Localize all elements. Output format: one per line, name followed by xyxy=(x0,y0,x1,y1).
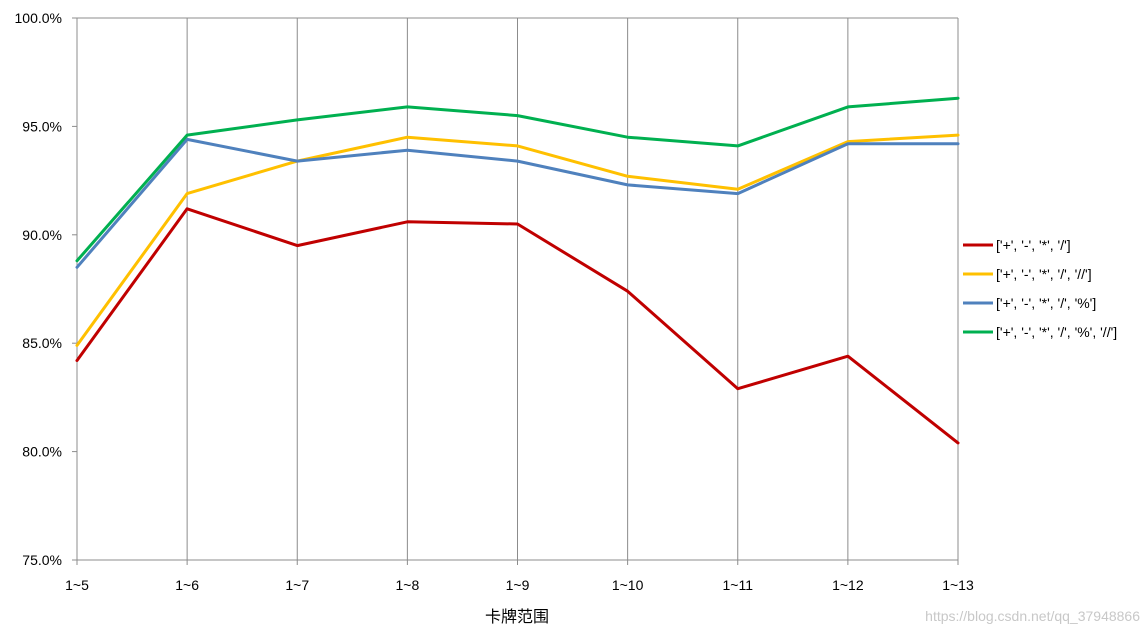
watermark-text: https://blog.csdn.net/qq_37948866 xyxy=(925,608,1140,624)
grid-lines xyxy=(186,18,959,560)
x-axis-title: 卡牌范围 xyxy=(485,608,549,626)
x-tick-label: 1~9 xyxy=(506,577,530,593)
y-tick-label: 85.0% xyxy=(22,335,62,351)
legend-item-3: ['+', '-', '*', '/', '%'] xyxy=(963,295,1096,311)
axes xyxy=(72,17,959,565)
legend-item-2: ['+', '-', '*', '/', '//'] xyxy=(963,266,1092,282)
series-line-1 xyxy=(75,207,960,445)
y-tick-label: 90.0% xyxy=(22,227,62,243)
x-tick-label: 1~13 xyxy=(942,577,974,593)
x-tick-label: 1~11 xyxy=(723,577,754,593)
y-tick-label: 95.0% xyxy=(22,118,62,134)
x-tick-label: 1~10 xyxy=(612,577,644,593)
x-tick-label: 1~7 xyxy=(285,577,309,593)
legend-label: ['+', '-', '*', '/', '%', '//'] xyxy=(996,324,1117,340)
legend-label: ['+', '-', '*', '/', '//'] xyxy=(996,266,1092,282)
legend-item-4: ['+', '-', '*', '/', '%', '//'] xyxy=(963,324,1117,340)
y-tick-labels: 75.0% 80.0% 85.0% 90.0% 95.0% 100.0% xyxy=(15,10,62,568)
x-tick-label: 1~5 xyxy=(65,577,89,593)
series-lines xyxy=(75,96,960,445)
series-line-3 xyxy=(75,137,960,269)
legend-label: ['+', '-', '*', '/'] xyxy=(996,237,1071,253)
x-tick-labels: 1~5 1~6 1~7 1~8 1~9 1~10 1~11 1~12 1~13 xyxy=(65,577,974,593)
series-line-2 xyxy=(75,133,960,347)
legend-label: ['+', '-', '*', '/', '%'] xyxy=(996,295,1096,311)
series-line-4 xyxy=(75,96,960,263)
legend: ['+', '-', '*', '/'] ['+', '-', '*', '/',… xyxy=(963,237,1117,340)
y-tick-label: 80.0% xyxy=(22,444,62,460)
y-tick-label: 75.0% xyxy=(22,552,62,568)
legend-item-1: ['+', '-', '*', '/'] xyxy=(963,237,1071,253)
y-tick-label: 100.0% xyxy=(15,10,62,26)
x-tick-label: 1~12 xyxy=(832,577,864,593)
x-tick-label: 1~8 xyxy=(396,577,420,593)
x-tick-label: 1~6 xyxy=(175,577,199,593)
